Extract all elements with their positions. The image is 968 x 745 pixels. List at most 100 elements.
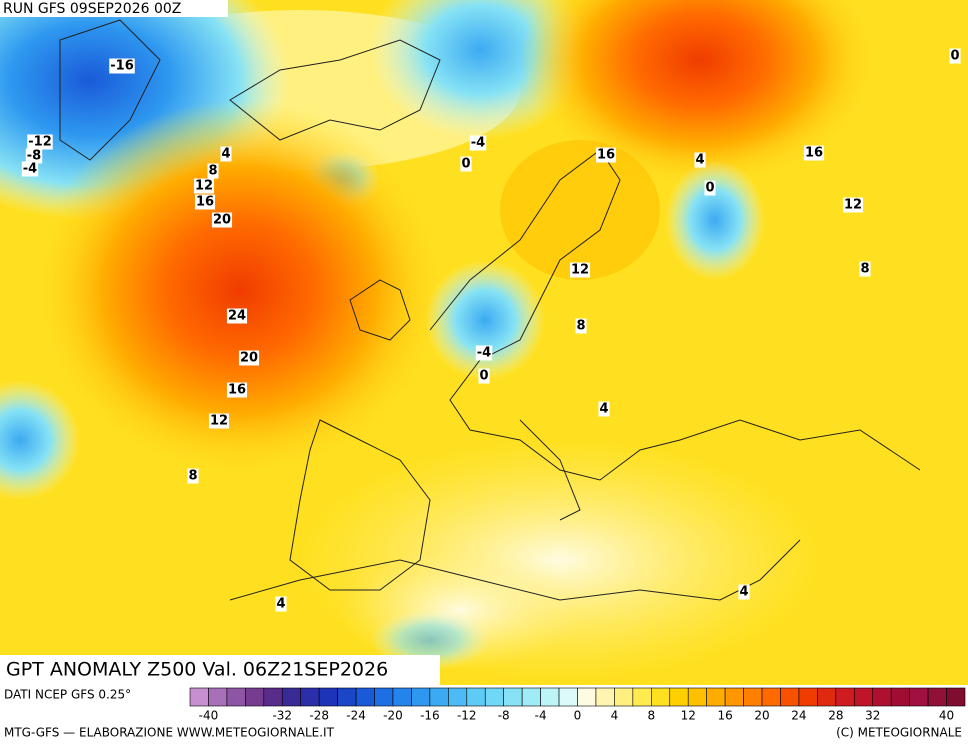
colorbar-label: 0 <box>574 709 582 723</box>
colorbar-box <box>374 687 394 707</box>
contour-label-bg <box>27 134 53 150</box>
contour-label: 20 <box>213 213 231 228</box>
colorbar-box <box>392 687 412 707</box>
colorbar-box <box>484 687 504 707</box>
contour-label-bg <box>226 308 248 324</box>
contour-label: -8 <box>27 149 41 164</box>
colorbar-box <box>448 687 468 707</box>
contour-label-bg <box>226 382 248 398</box>
colorbar-label: 12 <box>681 709 696 723</box>
contour-label: -4 <box>23 162 37 177</box>
contour-label: 4 <box>599 402 608 417</box>
contour-label: 4 <box>221 147 230 162</box>
contour-label: 4 <box>276 597 285 612</box>
colorbar-box <box>835 687 855 707</box>
contour-label-bg <box>598 401 610 417</box>
contour-label: 16 <box>196 195 214 210</box>
colorbar-box <box>300 687 320 707</box>
colorbar-box <box>595 687 615 707</box>
contour-label-bg <box>803 145 825 161</box>
colorbar-box <box>632 687 652 707</box>
colorbar-box <box>743 687 763 707</box>
colorbar-box <box>263 687 283 707</box>
colorbar-box <box>724 687 744 707</box>
colorbar-box <box>189 687 209 707</box>
contour-label-bg <box>208 413 230 429</box>
colorbar-label: 28 <box>828 709 843 723</box>
contour-label-bg <box>704 180 716 196</box>
colorbar-box <box>411 687 431 707</box>
colorbar-label: 16 <box>717 709 732 723</box>
colorbar-box <box>817 687 837 707</box>
colorbar-box <box>466 687 486 707</box>
contour-label-bg <box>220 146 232 162</box>
colorbar-box <box>780 687 800 707</box>
colorbar-box <box>558 687 578 707</box>
contour-label-bg <box>109 58 135 74</box>
colorbar-box <box>872 687 892 707</box>
colorbar-box <box>355 687 375 707</box>
map-title: GPT ANOMALY Z500 Val. 06Z21SEP2026 <box>6 659 388 681</box>
contour-label-bg <box>238 350 260 366</box>
colorbar-box <box>540 687 560 707</box>
contour-label: 4 <box>695 153 704 168</box>
colorbar: -40 -32 -28 -24 -20 -16 -12 -8 -4 0 4 8 12 16 20 24 28 32… <box>189 687 966 723</box>
source-label: DATI NCEP GFS 0.25° <box>4 688 131 702</box>
colorbar-box <box>651 687 671 707</box>
contour-label: 12 <box>844 198 862 213</box>
contour-label-bg <box>842 197 864 213</box>
colorbar-label: -28 <box>309 709 329 723</box>
contour-label-bg <box>460 156 472 172</box>
colorbar-box <box>614 687 634 707</box>
colorbar-label: -24 <box>346 709 366 723</box>
colorbar-label: 40 <box>939 709 954 723</box>
colorbar-label: 8 <box>647 709 655 723</box>
contour-label: -16 <box>110 59 134 74</box>
contour-label-bg <box>475 345 493 361</box>
colorbar-label: -40 <box>199 709 219 723</box>
colorbar-box <box>706 687 726 707</box>
colorbar-box <box>577 687 597 707</box>
contour-label: 0 <box>461 157 470 172</box>
map-field <box>0 0 968 685</box>
contour-label: 12 <box>571 263 589 278</box>
contour-label: 8 <box>188 469 197 484</box>
colorbar-label: -16 <box>420 709 440 723</box>
contour-label-bg <box>694 152 706 168</box>
colorbar-box <box>429 687 449 707</box>
colorbar-box <box>890 687 910 707</box>
colorbar-label: 24 <box>791 709 806 723</box>
contour-label: 16 <box>805 146 823 161</box>
colorbar-box <box>687 687 707 707</box>
contour-label-bg <box>25 148 43 164</box>
colorbar-box <box>226 687 246 707</box>
colorbar-box <box>853 687 874 707</box>
contour-label: 16 <box>597 148 615 163</box>
colorbar-label: -4 <box>535 709 547 723</box>
contour-label-bg <box>949 48 961 64</box>
contour-label: 16 <box>228 383 246 398</box>
contour-label-bg <box>21 161 39 177</box>
colorbar-box <box>503 687 523 707</box>
contour-label: -12 <box>28 135 52 150</box>
colorbar-box <box>208 687 228 707</box>
contour-label-bg <box>207 163 219 179</box>
contour-label-bg <box>478 368 490 384</box>
contour-label-bg <box>194 194 216 210</box>
colorbar-box <box>318 687 338 707</box>
contour-label-bg <box>595 147 617 163</box>
contour-label: 0 <box>479 369 488 384</box>
colorbar-label: -12 <box>457 709 477 723</box>
contour-label: 12 <box>195 179 213 194</box>
colorbar-label: -32 <box>272 709 292 723</box>
contour-label: 4 <box>739 585 748 600</box>
colorbar-label: 32 <box>865 709 880 723</box>
credit-label: MTG-GFS — ELABORAZIONE WWW.METEOGIORNALE… <box>4 726 335 740</box>
colorbar-box <box>669 687 689 707</box>
contour-label-bg <box>469 135 487 151</box>
contour-label-bg <box>275 596 287 612</box>
colorbar-box <box>946 687 966 707</box>
colorbar-box <box>337 687 357 707</box>
